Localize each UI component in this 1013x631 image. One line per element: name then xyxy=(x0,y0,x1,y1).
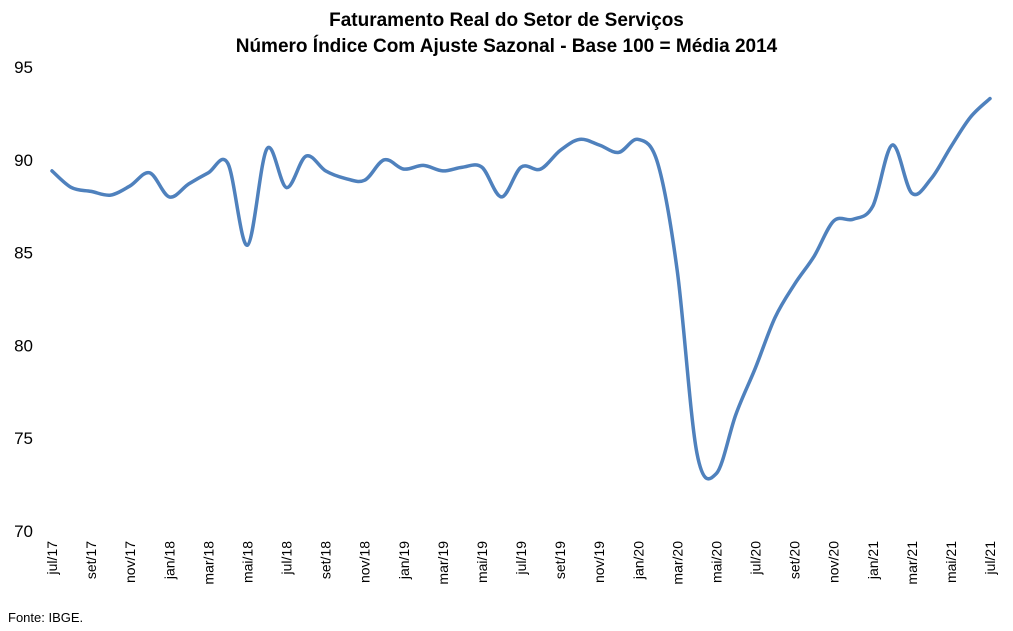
x-tick-label: mai/19 xyxy=(474,541,490,583)
y-tick-label: 95 xyxy=(14,58,33,77)
x-tick-label: mai/21 xyxy=(943,541,959,583)
x-tick-label: jul/18 xyxy=(279,541,295,576)
x-tick-label: set/17 xyxy=(83,541,99,579)
chart-title-block: Faturamento Real do Setor de Serviços Nú… xyxy=(0,8,1013,60)
x-tick-label: mai/18 xyxy=(239,541,255,583)
x-tick-label: mar/19 xyxy=(435,541,451,585)
y-tick-label: 80 xyxy=(14,336,33,355)
x-tick-label: nov/20 xyxy=(826,541,842,583)
x-tick-label: jan/19 xyxy=(396,541,412,580)
y-tick-label: 85 xyxy=(14,244,33,263)
x-tick-label: jan/20 xyxy=(630,541,646,580)
y-tick-label: 70 xyxy=(14,522,33,541)
chart-title: Faturamento Real do Setor de Serviços xyxy=(329,10,684,31)
series-line xyxy=(50,96,992,481)
x-tick-label: nov/17 xyxy=(122,541,138,583)
x-tick-label: jan/21 xyxy=(865,541,881,580)
y-tick-label: 75 xyxy=(14,429,33,448)
x-tick-label: nov/19 xyxy=(591,541,607,583)
x-tick-label: set/20 xyxy=(787,541,803,579)
x-tick-label: nov/18 xyxy=(357,541,373,583)
x-tick-label: set/18 xyxy=(318,541,334,579)
chart-subtitle: Número Índice Com Ajuste Sazonal - Base … xyxy=(235,36,778,57)
x-tick-label: jul/19 xyxy=(513,541,529,576)
x-tick-label: jul/17 xyxy=(44,541,60,576)
x-tick-label: mai/20 xyxy=(708,541,724,583)
x-tick-label: jul/20 xyxy=(748,541,764,576)
x-tick-label: jul/21 xyxy=(982,541,998,576)
y-tick-label: 90 xyxy=(14,151,33,170)
x-tick-label: mar/20 xyxy=(669,541,685,585)
x-tick-label: mar/21 xyxy=(904,541,920,585)
source-note: Fonte: IBGE. xyxy=(8,610,84,625)
x-tick-label: mar/18 xyxy=(200,541,216,585)
x-axis-ticks: jul/17 set/17 nov/17 jan/18 mar/18 mai/18 jul/… xyxy=(44,541,998,585)
series-group xyxy=(50,96,992,481)
x-tick-label: jan/18 xyxy=(161,541,177,580)
x-tick-label: set/19 xyxy=(552,541,568,579)
y-axis-ticks: 70 75 80 85 90 95 xyxy=(14,58,33,541)
